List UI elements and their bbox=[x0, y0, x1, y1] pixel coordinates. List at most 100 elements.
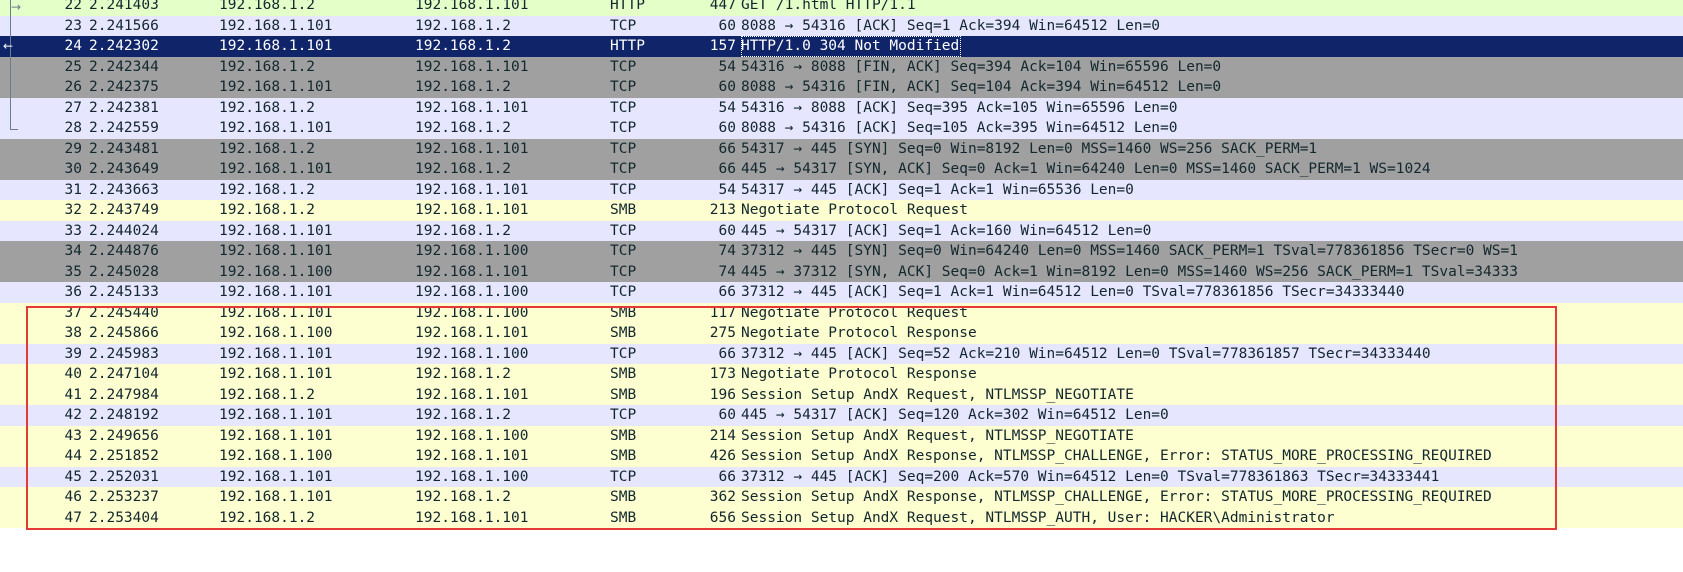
packet-source: 192.168.1.101 bbox=[219, 427, 333, 444]
packet-protocol: TCP bbox=[610, 79, 637, 95]
packet-info: 37312 → 445 [SYN] Seq=0 Win=64240 Len=0 … bbox=[741, 243, 1518, 259]
packet-destination: 192.168.1.101 bbox=[415, 263, 529, 280]
packet-no: 24 bbox=[64, 38, 82, 54]
packet-time: 2.241566 bbox=[89, 17, 159, 34]
packet-source: 192.168.1.101 bbox=[219, 38, 333, 54]
packet-row-32[interactable]: 32 2.243749 192.168.1.2 192.168.1.101 SM… bbox=[0, 200, 1683, 221]
packet-row-46[interactable]: 46 2.253237 192.168.1.101 192.168.1.2 SM… bbox=[0, 487, 1683, 508]
packet-length: 74 bbox=[718, 263, 736, 280]
packet-row-30[interactable]: 30 2.243649 192.168.1.101 192.168.1.2 TC… bbox=[0, 159, 1683, 180]
packet-row-23[interactable]: 23 2.241566 192.168.1.101 192.168.1.2 TC… bbox=[0, 15, 1683, 36]
packet-time: 2.245028 bbox=[89, 263, 159, 280]
packet-protocol: TCP bbox=[610, 140, 637, 157]
packet-row-37[interactable]: 37 2.245440 192.168.1.101 192.168.1.100 … bbox=[0, 302, 1683, 323]
packet-row-39[interactable]: 39 2.245983 192.168.1.101 192.168.1.100 … bbox=[0, 343, 1683, 364]
packet-no: 32 bbox=[64, 202, 82, 218]
packet-no: 39 bbox=[64, 345, 82, 362]
packet-source: 192.168.1.101 bbox=[219, 366, 333, 382]
packet-row-22[interactable]: 22 2.241403 192.168.1.2 192.168.1.101 HT… bbox=[0, 0, 1683, 16]
packet-source: 192.168.1.100 bbox=[219, 325, 333, 341]
packet-time: 2.243481 bbox=[89, 140, 159, 157]
packet-time: 2.241403 bbox=[89, 0, 159, 13]
packet-no: 27 bbox=[64, 99, 82, 116]
packet-no: 45 bbox=[64, 468, 82, 485]
packet-destination: 192.168.1.2 bbox=[415, 161, 512, 177]
conversation-end-tick bbox=[10, 129, 18, 130]
packet-no: 34 bbox=[64, 243, 82, 259]
packet-protocol: TCP bbox=[610, 263, 637, 280]
packet-time: 2.244024 bbox=[89, 222, 159, 239]
packet-protocol: TCP bbox=[610, 181, 637, 198]
packet-info: 54316 → 8088 [ACK] Seq=395 Ack=105 Win=6… bbox=[741, 99, 1178, 116]
packet-info: 8088 → 54316 [ACK] Seq=105 Ack=395 Win=6… bbox=[741, 120, 1178, 136]
packet-source: 192.168.1.101 bbox=[219, 345, 333, 362]
packet-row-40[interactable]: 40 2.247104 192.168.1.101 192.168.1.2 SM… bbox=[0, 364, 1683, 385]
packet-protocol: SMB bbox=[610, 427, 637, 444]
packet-destination: 192.168.1.2 bbox=[415, 17, 512, 34]
packet-time: 2.253404 bbox=[89, 509, 159, 526]
packet-length: 117 bbox=[709, 304, 736, 321]
packet-length: 54 bbox=[718, 99, 736, 116]
packet-source: 192.168.1.101 bbox=[219, 120, 333, 136]
packet-info: 54317 → 445 [SYN] Seq=0 Win=8192 Len=0 M… bbox=[741, 140, 1318, 157]
packet-row-26[interactable]: 26 2.242375 192.168.1.101 192.168.1.2 TC… bbox=[0, 77, 1683, 98]
packet-info: 445 → 54317 [ACK] Seq=120 Ack=302 Win=64… bbox=[741, 407, 1169, 423]
packet-length: 426 bbox=[709, 448, 736, 464]
packet-row-36[interactable]: 36 2.245133 192.168.1.101 192.168.1.100 … bbox=[0, 282, 1683, 303]
packet-row-35[interactable]: 35 2.245028 192.168.1.100 192.168.1.101 … bbox=[0, 261, 1683, 282]
packet-protocol: SMB bbox=[610, 386, 637, 403]
packet-source: 192.168.1.2 bbox=[219, 0, 316, 13]
packet-time: 2.248192 bbox=[89, 407, 159, 423]
packet-row-38[interactable]: 38 2.245866 192.168.1.100 192.168.1.101 … bbox=[0, 323, 1683, 344]
packet-time: 2.253237 bbox=[89, 489, 159, 505]
packet-protocol: SMB bbox=[610, 304, 637, 321]
packet-source: 192.168.1.2 bbox=[219, 99, 316, 116]
packet-time: 2.247984 bbox=[89, 386, 159, 403]
packet-row-33[interactable]: 33 2.244024 192.168.1.101 192.168.1.2 TC… bbox=[0, 220, 1683, 241]
packet-length: 54 bbox=[718, 58, 736, 75]
packet-destination: 192.168.1.101 bbox=[415, 99, 529, 116]
packet-source: 192.168.1.2 bbox=[219, 140, 316, 157]
packet-no: 43 bbox=[64, 427, 82, 444]
packet-destination: 192.168.1.100 bbox=[415, 468, 529, 485]
packet-no: 41 bbox=[64, 386, 82, 403]
packet-row-41[interactable]: 41 2.247984 192.168.1.2 192.168.1.101 SM… bbox=[0, 384, 1683, 405]
packet-row-44[interactable]: 44 2.251852 192.168.1.100 192.168.1.101 … bbox=[0, 446, 1683, 467]
packet-source: 192.168.1.101 bbox=[219, 304, 333, 321]
packet-row-24-selected[interactable]: 24 2.242302 192.168.1.101 192.168.1.2 HT… bbox=[0, 36, 1683, 57]
packet-row-47[interactable]: 47 2.253404 192.168.1.2 192.168.1.101 SM… bbox=[0, 507, 1683, 528]
packet-protocol: SMB bbox=[610, 448, 637, 464]
packet-source: 192.168.1.2 bbox=[219, 386, 316, 403]
packet-no: 31 bbox=[64, 181, 82, 198]
packet-row-42[interactable]: 42 2.248192 192.168.1.101 192.168.1.2 TC… bbox=[0, 405, 1683, 426]
packet-protocol: TCP bbox=[610, 468, 637, 485]
packet-row-31[interactable]: 31 2.243663 192.168.1.2 192.168.1.101 TC… bbox=[0, 179, 1683, 200]
packet-protocol: TCP bbox=[610, 345, 637, 362]
packet-length: 362 bbox=[709, 489, 736, 505]
packet-row-28[interactable]: 28 2.242559 192.168.1.101 192.168.1.2 TC… bbox=[0, 118, 1683, 139]
packet-time: 2.245440 bbox=[89, 304, 159, 321]
packet-row-45[interactable]: 45 2.252031 192.168.1.101 192.168.1.100 … bbox=[0, 466, 1683, 487]
packet-info: 8088 → 54316 [FIN, ACK] Seq=104 Ack=394 … bbox=[741, 79, 1222, 95]
packet-length: 656 bbox=[709, 509, 736, 526]
packet-time: 2.244876 bbox=[89, 243, 159, 259]
packet-protocol: TCP bbox=[610, 17, 637, 34]
packet-row-27[interactable]: 27 2.242381 192.168.1.2 192.168.1.101 TC… bbox=[0, 97, 1683, 118]
packet-destination: 192.168.1.2 bbox=[415, 120, 512, 136]
packet-length: 66 bbox=[718, 140, 736, 157]
packet-row-34[interactable]: 34 2.244876 192.168.1.101 192.168.1.100 … bbox=[0, 241, 1683, 262]
packet-length: 74 bbox=[718, 243, 736, 259]
packet-info: 37312 → 445 [ACK] Seq=52 Ack=210 Win=645… bbox=[741, 345, 1431, 362]
packet-row-29[interactable]: 29 2.243481 192.168.1.2 192.168.1.101 TC… bbox=[0, 138, 1683, 159]
packet-row-25[interactable]: 25 2.242344 192.168.1.2 192.168.1.101 TC… bbox=[0, 56, 1683, 77]
packet-protocol: SMB bbox=[610, 366, 637, 382]
packet-destination: 192.168.1.101 bbox=[415, 140, 529, 157]
packet-destination: 192.168.1.101 bbox=[415, 386, 529, 403]
packet-protocol: SMB bbox=[610, 202, 637, 218]
packet-no: 35 bbox=[64, 263, 82, 280]
packet-protocol: TCP bbox=[610, 99, 637, 116]
packet-row-43[interactable]: 43 2.249656 192.168.1.101 192.168.1.100 … bbox=[0, 425, 1683, 446]
packet-time: 2.242381 bbox=[89, 99, 159, 116]
packet-no: 36 bbox=[64, 284, 82, 300]
